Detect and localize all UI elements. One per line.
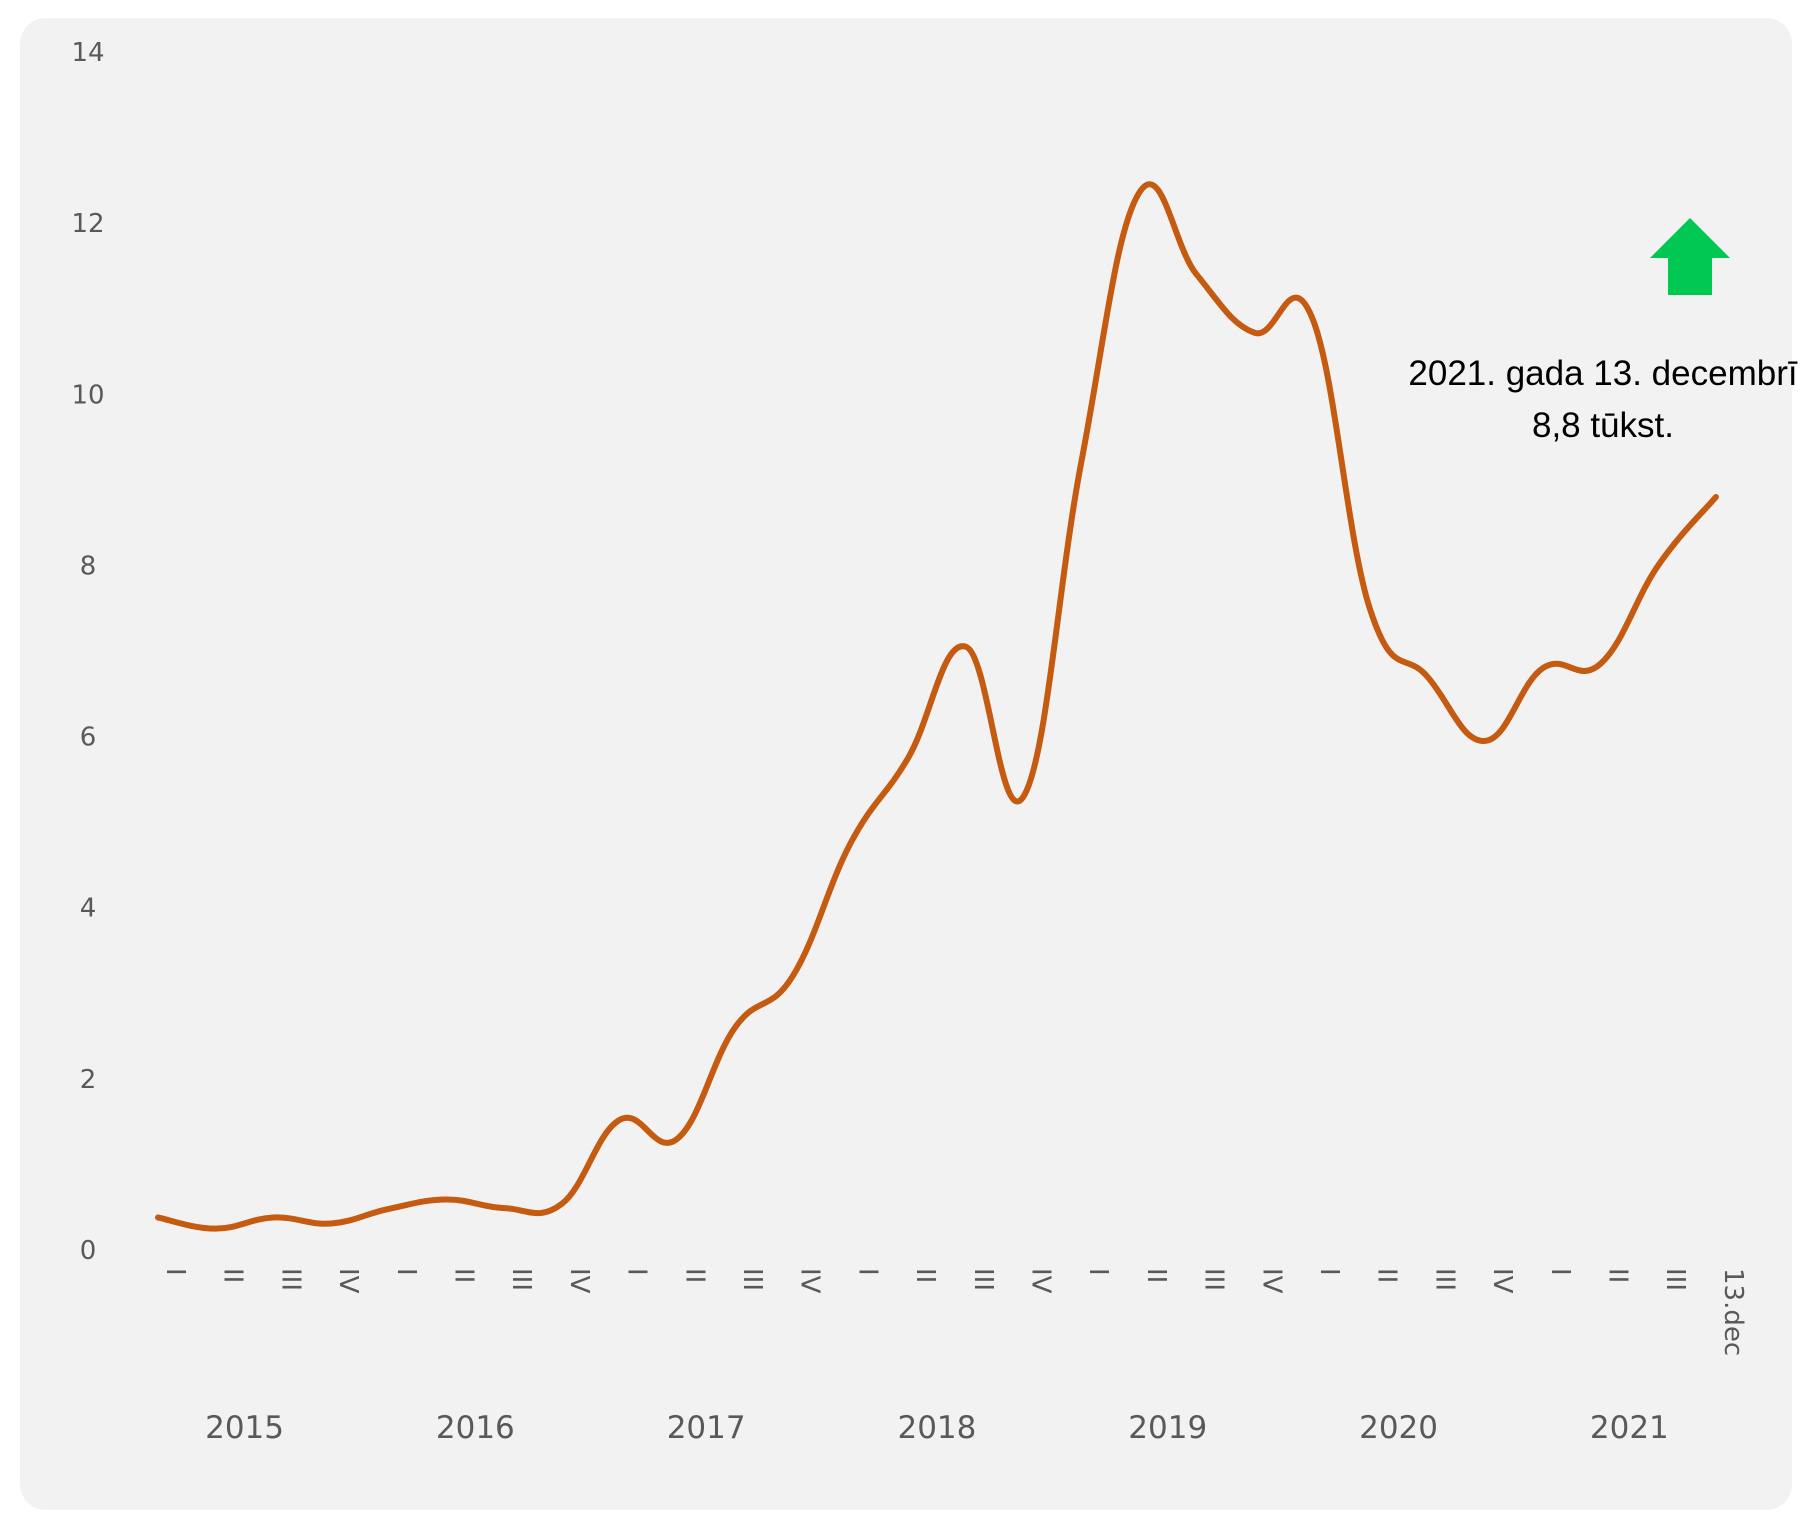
x-tick-label: III <box>1199 1268 1229 1291</box>
x-tick-label: III <box>1660 1268 1690 1291</box>
x-tick-label: IV <box>564 1268 594 1294</box>
x-tick-label: IV <box>333 1268 363 1294</box>
x-year-label: 2015 <box>205 1410 284 1446</box>
x-year-label: 2018 <box>897 1410 976 1446</box>
y-tick-label: 12 <box>71 209 104 239</box>
x-tick-label: IV <box>1487 1268 1517 1294</box>
x-tick-label: I <box>852 1268 882 1276</box>
x-tick-label: III <box>1429 1268 1459 1291</box>
x-tick-label: 13.dec <box>1718 1268 1748 1356</box>
x-year-label: 2017 <box>667 1410 746 1446</box>
x-year-label: 2021 <box>1590 1410 1669 1446</box>
x-year-label: 2020 <box>1359 1410 1438 1446</box>
x-tick-label: II <box>1372 1268 1402 1283</box>
x-tick-label: II <box>449 1268 479 1283</box>
x-axis-year-labels: 2015 2016 2017 2018 2019 2020 2021 <box>205 1410 1669 1446</box>
x-year-label: 2016 <box>436 1410 515 1446</box>
arrow-up-icon <box>1650 218 1730 295</box>
annotation-date: 2021. gada 13. decembrī <box>1408 354 1797 393</box>
y-tick-label: 0 <box>80 1236 97 1266</box>
x-tick-label: I <box>160 1268 190 1276</box>
x-tick-label: II <box>679 1268 709 1283</box>
x-tick-label: III <box>506 1268 536 1291</box>
x-tick-label: I <box>391 1268 421 1276</box>
x-tick-label: III <box>275 1268 305 1291</box>
x-tick-label: II <box>1141 1268 1171 1283</box>
y-tick-label: 2 <box>80 1065 97 1095</box>
x-tick-label: I <box>1545 1268 1575 1276</box>
x-tick-label: II <box>910 1268 940 1283</box>
x-tick-label: III <box>968 1268 998 1291</box>
x-year-label: 2019 <box>1128 1410 1207 1446</box>
annotation-value: 8,8 tūkst. <box>1532 406 1674 445</box>
y-tick-label: 10 <box>71 380 104 410</box>
x-tick-label: IV <box>1256 1268 1286 1294</box>
series-line <box>155 181 1719 1232</box>
y-tick-label: 8 <box>80 551 97 581</box>
x-axis-tick-labels: I II III IV I II III IV I II III IV I II III IV I II III IV… <box>160 1268 1748 1356</box>
x-tick-label: I <box>1314 1268 1344 1276</box>
x-tick-label: IV <box>1026 1268 1056 1294</box>
x-tick-label: IV <box>795 1268 825 1294</box>
y-axis-tick-labels: 0 2 4 6 8 10 12 14 <box>71 38 104 1266</box>
x-tick-label: I <box>1083 1268 1113 1276</box>
y-tick-label: 6 <box>80 723 97 753</box>
x-tick-label: II <box>1603 1268 1633 1283</box>
x-tick-label: II <box>218 1268 248 1283</box>
y-tick-label: 4 <box>80 894 97 924</box>
x-tick-label: III <box>737 1268 767 1291</box>
x-tick-label: I <box>622 1268 652 1276</box>
y-tick-label: 14 <box>71 38 104 68</box>
